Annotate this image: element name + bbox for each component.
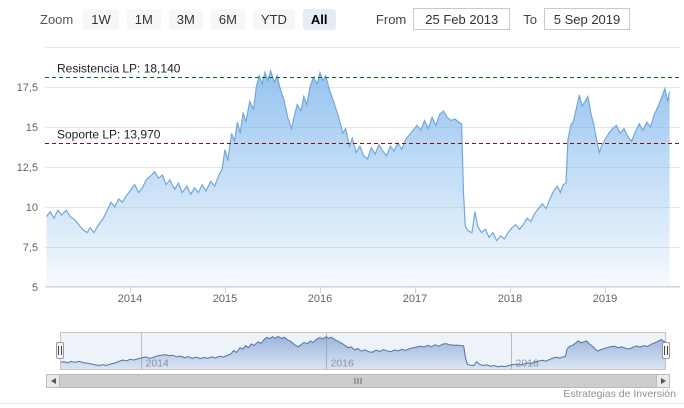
navigator-area-fill — [60, 336, 666, 370]
y-axis-label: 5 — [32, 282, 38, 294]
to-label: To — [523, 11, 537, 27]
from-label: From — [375, 11, 407, 27]
main-chart-svg: 17,5 15 12,5 10 7,5 5 2014 2015 2016 2017 2018 2019… — [17, 47, 680, 305]
scrollbar-left-arrow-button[interactable] — [46, 374, 60, 388]
plotline-label-support: Soporte LP: 13,970 — [57, 128, 161, 142]
y-axis-label: 10 — [26, 202, 38, 214]
range-button-3m[interactable]: 3M — [168, 8, 203, 30]
price-line-series — [45, 69, 671, 242]
x-axis-label: 2017 — [403, 293, 427, 305]
range-button-all[interactable]: All — [302, 8, 336, 30]
navigator-right-handle[interactable] — [662, 342, 670, 359]
range-button-1w[interactable]: 1W — [83, 8, 119, 30]
range-buttons: 1W 1M 3M 6M YTD All — [83, 8, 343, 30]
price-area-fill — [46, 71, 670, 286]
x-axis-label: 2015 — [213, 293, 237, 305]
x-axis-label: 2014 — [118, 293, 142, 305]
range-button-1m[interactable]: 1M — [126, 8, 161, 30]
range-selector-toolbar: Zoom 1W 1M 3M 6M YTD All From To — [40, 8, 630, 30]
x-axis-label: 2018 — [498, 293, 522, 305]
navigator-scrollbar[interactable] — [46, 374, 670, 388]
range-button-6m[interactable]: 6M — [210, 8, 245, 30]
navigator-left-handle[interactable] — [56, 342, 64, 359]
navigator-line-series — [59, 335, 667, 368]
navigator-selected-mask — [60, 332, 666, 370]
navigator-svg: 201420162018 — [56, 332, 670, 370]
from-date-input[interactable] — [413, 8, 511, 30]
zoom-label: Zoom — [40, 11, 74, 27]
credits-watermark: Estrategias de Inversión — [563, 388, 676, 400]
y-axis-label: 17,5 — [17, 82, 38, 94]
scrollbar-right-arrow-button[interactable] — [656, 374, 670, 388]
scrollbar-grip-icon — [354, 378, 363, 384]
bottom-divider — [0, 403, 684, 404]
y-axis-label: 7,5 — [23, 242, 38, 254]
scrollbar-thumb[interactable] — [60, 374, 656, 388]
arrow-left-icon — [50, 378, 56, 384]
y-axis-label: 12,5 — [17, 162, 38, 174]
x-axis-label: 2016 — [308, 293, 332, 305]
plotline-label-resistance: Resistencia LP: 18,140 — [57, 62, 181, 76]
arrow-right-icon — [660, 378, 666, 384]
to-date-input[interactable] — [544, 8, 630, 30]
date-range-group: From To — [376, 8, 630, 30]
y-axis-label: 15 — [26, 122, 38, 134]
range-button-ytd[interactable]: YTD — [252, 8, 295, 30]
x-axis-label: 2019 — [593, 293, 617, 305]
